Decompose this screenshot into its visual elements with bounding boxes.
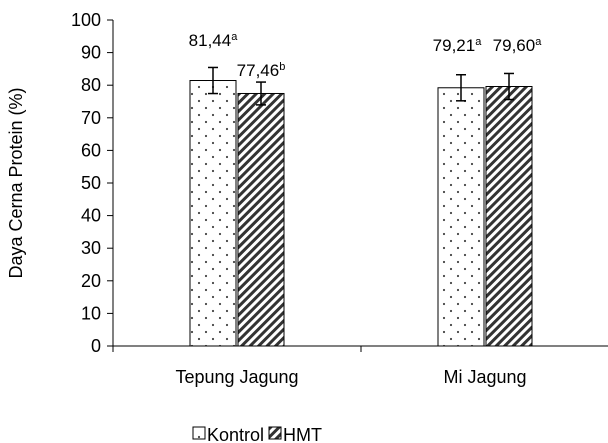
bar-hmt-0 <box>237 92 285 347</box>
bar-hmt-1 <box>485 86 533 347</box>
data-label: 79,21a <box>433 36 483 55</box>
y-tick-label: 60 <box>81 140 101 160</box>
bars <box>189 80 533 347</box>
y-tick-label: 10 <box>81 303 101 323</box>
data-label: 77,46b <box>237 61 286 80</box>
y-axis-label: Daya Cerna Protein (%) <box>6 87 26 278</box>
bar-kontrol-0 <box>189 80 237 347</box>
y-tick-label: 0 <box>91 336 101 356</box>
y-axis-ticks: 0 10 20 30 40 50 60 70 80 90 100 <box>71 10 113 356</box>
bar-kontrol-1 <box>437 87 485 347</box>
legend-label-kontrol: Kontrol <box>207 425 264 443</box>
x-category-label: Tepung Jagung <box>175 367 298 387</box>
y-tick-label: 30 <box>81 238 101 258</box>
data-labels: 81,44a 79,21a 77,46b 79,60a <box>189 31 543 80</box>
y-tick-label: 90 <box>81 43 101 63</box>
y-tick-label: 100 <box>71 10 101 30</box>
y-tick-label: 20 <box>81 271 101 291</box>
legend-swatch-kontrol <box>192 426 206 440</box>
data-label: 79,60a <box>493 36 543 55</box>
legend: Kontrol HMT <box>192 425 322 443</box>
x-category-label: Mi Jagung <box>443 367 526 387</box>
legend-swatch-hmt <box>268 426 282 440</box>
legend-label-hmt: HMT <box>283 425 322 443</box>
y-tick-label: 40 <box>81 206 101 226</box>
y-tick-label: 50 <box>81 173 101 193</box>
error-bars <box>208 66 514 106</box>
y-tick-label: 80 <box>81 75 101 95</box>
y-tick-label: 70 <box>81 108 101 128</box>
data-label: 81,44a <box>189 31 239 50</box>
